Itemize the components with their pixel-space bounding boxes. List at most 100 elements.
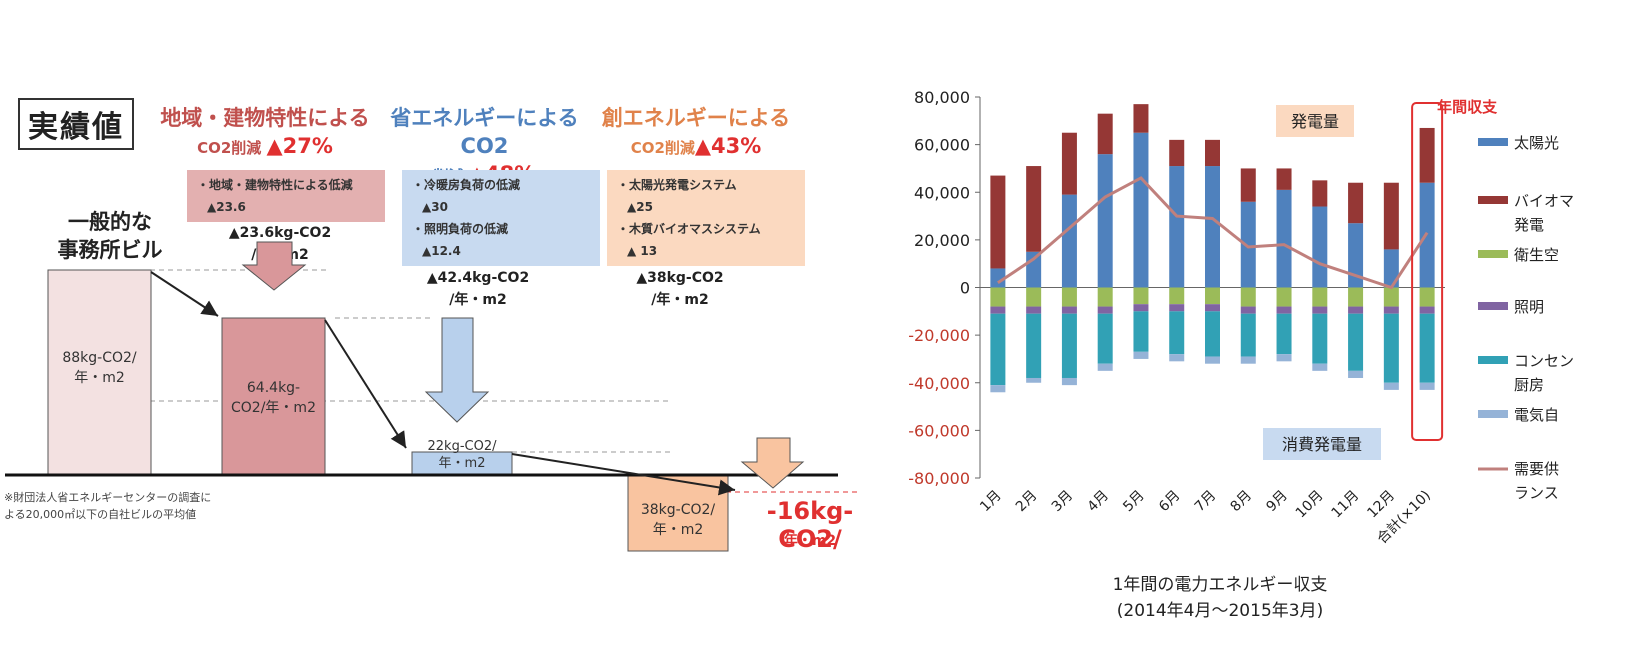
y-tick-label: -60,000: [908, 421, 970, 440]
energy-balance-chart-panel: 80,000 60,000 40,000 20,000 0 -20,000 -40,000 -…: [880, 0, 1637, 657]
group-header-line2: CO2削減 ▲27%: [160, 132, 370, 162]
down-arrow-regional: [241, 241, 307, 291]
bar-segment: [1026, 306, 1042, 314]
bar-segment: [990, 313, 1006, 386]
bar-segment: [1383, 182, 1399, 250]
net-result-unit: 年・m2: [783, 533, 837, 549]
bar-segment: [1061, 132, 1077, 195]
legend-label: 電気自: [1514, 406, 1559, 424]
breakdown-item-label: ・木質バイオマスシステム: [617, 222, 761, 236]
y-tick-label: -20,000: [908, 326, 970, 345]
general-building-label: 一般的な 事務所ビル: [57, 210, 163, 262]
bar-segment: [1026, 287, 1042, 307]
down-arrow-creation: [740, 437, 805, 489]
bar-segment: [1383, 382, 1399, 390]
bar-segment: [1312, 206, 1328, 288]
bar-segment: [1240, 313, 1256, 357]
group-total-3: ▲38kg-CO2/年・m2: [600, 267, 760, 311]
bar-segment: [1419, 382, 1435, 390]
legend-label: 厨房: [1514, 376, 1544, 394]
bar-segment: [1348, 182, 1364, 224]
x-tick-label: 6月: [1156, 488, 1184, 516]
group-total-value: ▲38kg-CO2: [636, 270, 724, 286]
bar-segment: [1240, 356, 1256, 364]
bar-segment: [1205, 356, 1220, 364]
group-total-unit: /年・m2: [651, 292, 709, 308]
breakdown-item-value: ▲12.4: [422, 244, 461, 258]
bar-segment: [1061, 287, 1077, 307]
bar-segment: [1169, 304, 1185, 312]
bar-segment: [1205, 304, 1220, 312]
legend-label: 照明: [1514, 298, 1544, 316]
breakdown-item-label: ・地域・建物特性による低減: [197, 178, 353, 192]
group-total-value: ▲23.6kg-CO2: [228, 225, 332, 241]
group-header-1: 地域・建物特性による CO2削減 ▲27%: [160, 104, 370, 162]
consumption-annotation-box: [1263, 428, 1381, 460]
bar-segment: [1419, 313, 1435, 383]
bar-segment: [990, 306, 1006, 314]
group-header-line1: 創エネルギーによる: [601, 106, 791, 130]
bar-segment: [1026, 166, 1042, 252]
bar-segment: [990, 175, 1006, 269]
legend-label: ランス: [1514, 484, 1559, 502]
legend-swatch: [1478, 302, 1508, 310]
connector-arrow: [324, 319, 407, 449]
bar-segment: [1348, 370, 1364, 378]
bar-segment: [1240, 306, 1256, 314]
bar-segment: [1097, 154, 1113, 288]
down-arrow-saving: [424, 317, 490, 423]
actual-value-title: 実績値: [18, 98, 134, 150]
bar-segment: [1133, 304, 1149, 312]
group-header-line2: CO2削減▲43%: [596, 132, 796, 162]
breakdown-item-value: ▲25: [627, 200, 653, 214]
bar-segment: [1169, 287, 1185, 305]
group-header-line1: 地域・建物特性による: [160, 106, 370, 130]
bar-segment: [1240, 287, 1256, 307]
group-reduction-percent: ▲27%: [266, 134, 333, 158]
bar-segment: [1205, 311, 1220, 357]
bar-segment: [1061, 313, 1077, 378]
annual-highlight-box: [1411, 102, 1444, 441]
bar-segment: [1169, 311, 1185, 355]
connector-arrow: [511, 453, 736, 496]
bar-segment: [1312, 313, 1328, 364]
bar-segment: [1312, 180, 1328, 207]
group-header-prefix: CO2削減: [630, 139, 695, 157]
bar-segment: [1061, 306, 1077, 314]
bar-segment: [1097, 306, 1113, 314]
annual-balance-label: 年間収支: [1437, 98, 1498, 116]
bar-segment: [1097, 113, 1113, 155]
x-tick-label: 7月: [1192, 488, 1220, 516]
bar-after-saving-label: 22kg-CO2/年・m2: [427, 439, 497, 471]
net-result-value: -16kg-CO2/: [766, 497, 854, 553]
bar-segment: [1348, 223, 1364, 288]
bar-segment: [1026, 377, 1042, 383]
legend-label: 発電: [1514, 216, 1544, 234]
y-tick-label: 40,000: [914, 183, 970, 202]
bar-segment: [1383, 287, 1399, 307]
bar-segment: [1383, 313, 1399, 383]
legend-label: 衛生空: [1514, 246, 1559, 264]
bar-segment: [990, 287, 1006, 307]
bar-segment: [990, 268, 1006, 288]
y-tick-label: 80,000: [914, 88, 970, 107]
legend-label: コンセン: [1514, 352, 1574, 370]
x-tick-label: 11月: [1329, 488, 1363, 522]
x-tick-label: 3月: [1049, 488, 1077, 516]
group-total-unit: /年・m2: [449, 292, 507, 308]
bar-general: [47, 269, 152, 476]
bar-segment: [1061, 377, 1077, 386]
bar-segment: [1097, 313, 1113, 364]
breakdown-item-label: ・冷暖房負荷の低減: [412, 178, 521, 192]
breakdown-item-value: ▲ 13: [627, 244, 658, 258]
generation-annotation: 発電量: [1291, 112, 1339, 131]
bar-segment: [1419, 306, 1435, 314]
x-axis-title-line1: 1年間の電力エネルギー収支: [1113, 575, 1328, 595]
x-tick-label: 4月: [1084, 488, 1112, 516]
bar-segment: [1312, 363, 1328, 371]
generation-annotation-box: [1276, 105, 1354, 137]
legend-swatch: [1478, 250, 1508, 258]
group-breakdown-box-3: ・太陽光発電システム ▲25 ・木質バイオマスシステム ▲ 13: [607, 170, 805, 266]
bar-segment: [1312, 287, 1328, 307]
bar-segment: [1240, 168, 1256, 202]
